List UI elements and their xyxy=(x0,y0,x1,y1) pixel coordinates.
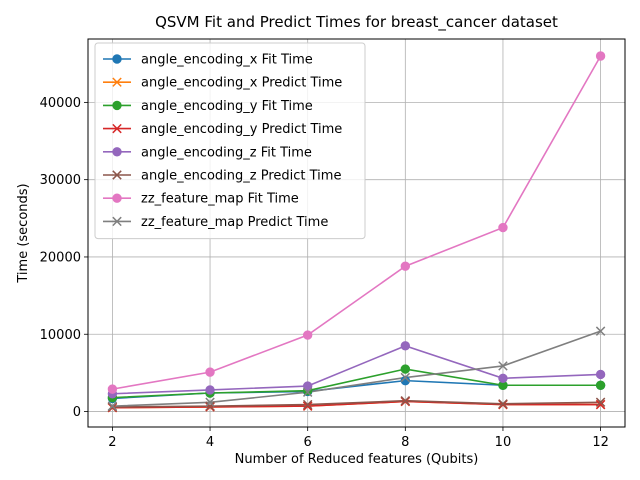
x-axis-label: Number of Reduced features (Qubits) xyxy=(235,452,479,467)
data-point-s4-p3 xyxy=(400,341,411,351)
data-point-s6-p5 xyxy=(595,51,606,61)
data-point-s7-p0 xyxy=(107,401,118,411)
data-point-s7-p3 xyxy=(400,372,411,383)
legend-swatch-marker xyxy=(112,77,122,87)
plot-area-frame xyxy=(87,38,626,428)
y-tick-label: 0 xyxy=(73,405,81,420)
x-axis-ticks: 2 4 6 8 10 12 xyxy=(108,427,609,450)
data-point-s7-p2 xyxy=(302,387,313,397)
series-lines xyxy=(112,55,602,409)
x-tick-label: 2 xyxy=(108,435,116,450)
data-point-s3-p5 xyxy=(595,399,606,410)
legend-swatch-marker xyxy=(112,216,122,227)
x-tick-label: 10 xyxy=(495,435,512,450)
series-line-2 xyxy=(112,368,601,399)
data-point-s4-p4 xyxy=(498,373,508,384)
legend-entry-label: angle_encoding_z Fit Time xyxy=(141,145,312,160)
x-tick-label: 12 xyxy=(592,435,609,450)
legend-entry-label: angle_encoding_y Predict Time xyxy=(141,122,342,137)
data-point-s5-p5 xyxy=(595,397,606,407)
chart-title: QSVM Fit and Predict Times for breast_ca… xyxy=(155,13,558,32)
y-axis-ticks: 0 10000 20000 30000 40000 xyxy=(40,96,88,420)
legend-entry-label: angle_encoding_x Fit Time xyxy=(141,53,313,68)
legend-swatch-marker xyxy=(112,193,122,203)
data-point-s4-p1 xyxy=(205,385,215,395)
data-point-s6-p2 xyxy=(302,330,313,340)
legend-entry-label: angle_encoding_y Fit Time xyxy=(141,99,313,114)
data-point-s4-p5 xyxy=(595,369,606,380)
legend-entry-label: zz_feature_map Predict Time xyxy=(141,215,328,230)
data-point-s3-p2 xyxy=(302,401,313,411)
legend-box xyxy=(94,42,366,240)
x-tick-label: 8 xyxy=(401,435,409,450)
legend-swatch-marker xyxy=(112,147,122,157)
y-tick-label: 30000 xyxy=(40,173,81,188)
series-line-7 xyxy=(112,330,601,407)
data-point-s7-p1 xyxy=(205,397,215,407)
data-point-s2-p3 xyxy=(400,364,411,374)
legend-entry-label: zz_feature_map Fit Time xyxy=(141,192,299,207)
legend-swatch-marker xyxy=(112,123,122,134)
data-point-s5-p2 xyxy=(302,399,313,410)
data-point-s6-p1 xyxy=(205,367,215,377)
y-axis-label: Time (seconds) xyxy=(16,183,31,283)
series-line-4 xyxy=(112,344,601,395)
legend: angle_encoding_x Fit Time angle_encoding_… xyxy=(94,42,366,240)
legend-swatch-marker xyxy=(112,170,122,180)
data-point-s7-p5 xyxy=(595,326,606,336)
series-markers xyxy=(107,51,606,413)
legend-swatch-marker xyxy=(112,54,122,64)
data-point-s5-p4 xyxy=(498,399,508,409)
data-point-s6-p3 xyxy=(400,261,411,271)
data-point-s6-p0 xyxy=(107,384,118,394)
data-point-s7-p4 xyxy=(498,361,508,371)
data-point-s5-p3 xyxy=(400,395,411,406)
legend-entry-label: angle_encoding_x Predict Time xyxy=(141,76,342,91)
series-line-6 xyxy=(112,55,602,390)
y-tick-label: 20000 xyxy=(40,250,81,265)
data-point-s5-p1 xyxy=(205,401,215,411)
data-point-s0-p3 xyxy=(400,375,411,386)
y-tick-label: 10000 xyxy=(40,328,81,343)
x-tick-label: 6 xyxy=(304,435,312,450)
series-line-5 xyxy=(112,399,601,408)
x-tick-label: 4 xyxy=(206,435,214,450)
data-point-s4-p2 xyxy=(302,381,313,391)
y-tick-label: 40000 xyxy=(40,96,81,111)
legend-swatch-marker xyxy=(112,100,122,111)
data-point-s2-p5 xyxy=(595,380,606,390)
data-point-s6-p4 xyxy=(498,222,508,233)
legend-entry-label: angle_encoding_z Predict Time xyxy=(141,169,341,184)
